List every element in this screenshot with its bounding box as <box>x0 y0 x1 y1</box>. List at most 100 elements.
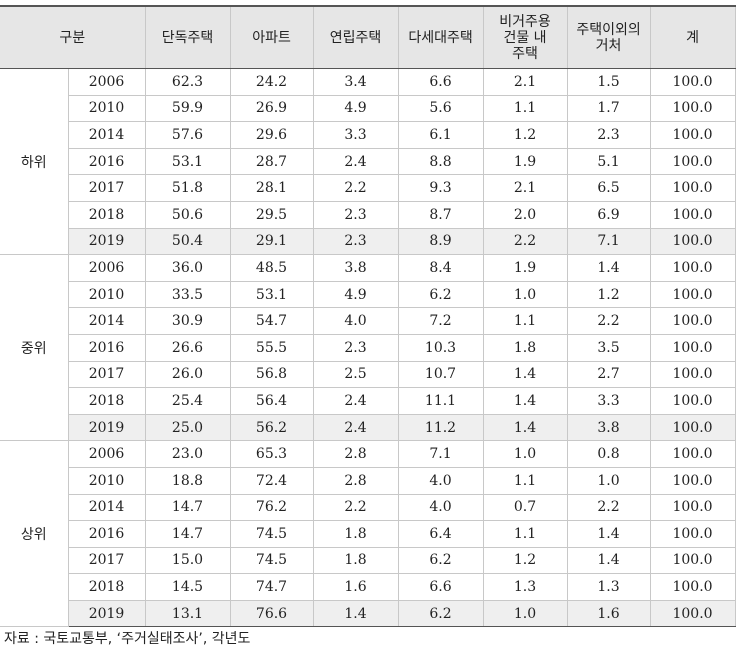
group-label: 하위 <box>0 67 69 256</box>
value-cell: 3.4 <box>312 68 399 96</box>
value-cell: 74.5 <box>229 546 314 575</box>
value-cell: 2.5 <box>312 360 399 389</box>
year-cell: 2019 <box>67 599 146 628</box>
year-cell: 2018 <box>67 387 146 415</box>
value-cell: 2.2 <box>482 227 568 256</box>
year-cell: 2010 <box>67 280 146 309</box>
value-cell: 6.2 <box>397 280 484 309</box>
value-cell: 100.0 <box>649 333 736 362</box>
year-cell: 2010 <box>67 466 146 495</box>
value-cell: 6.4 <box>397 520 484 548</box>
value-cell: 1.4 <box>482 387 568 415</box>
value-cell: 100.0 <box>649 254 736 282</box>
value-cell: 10.7 <box>397 360 484 389</box>
value-cell: 2.7 <box>566 360 651 389</box>
value-cell: 2.3 <box>312 333 399 362</box>
header-cell: 계 <box>649 5 736 69</box>
table-row: 2014 57.6 29.6 3.3 6.1 1.2 2.3 100.0 <box>0 121 736 149</box>
value-cell: 5.1 <box>566 147 651 176</box>
header-cell: 비거주용 건물 내 주택 <box>482 5 568 69</box>
value-cell: 100.0 <box>649 307 736 335</box>
value-cell: 2.2 <box>312 493 399 522</box>
value-cell: 8.9 <box>397 227 484 256</box>
year-cell: 2019 <box>67 413 146 442</box>
value-cell: 100.0 <box>649 174 736 202</box>
value-cell: 26.0 <box>144 360 231 389</box>
value-cell: 36.0 <box>144 254 231 282</box>
value-cell: 2.3 <box>566 121 651 149</box>
value-cell: 2.2 <box>566 307 651 335</box>
year-cell: 2014 <box>67 121 146 149</box>
value-cell: 100.0 <box>649 599 736 628</box>
year-cell: 2006 <box>67 440 146 468</box>
value-cell: 1.7 <box>566 94 651 123</box>
year-cell: 2018 <box>67 200 146 229</box>
value-cell: 26.9 <box>229 94 314 123</box>
value-cell: 56.2 <box>229 413 314 442</box>
value-cell: 4.9 <box>312 94 399 123</box>
header-cell: 아파트 <box>229 5 314 69</box>
value-cell: 25.4 <box>144 387 231 415</box>
value-cell: 100.0 <box>649 440 736 468</box>
year-cell: 2006 <box>67 68 146 96</box>
year-cell: 2017 <box>67 174 146 202</box>
value-cell: 2.4 <box>312 387 399 415</box>
value-cell: 100.0 <box>649 94 736 123</box>
value-cell: 3.3 <box>312 121 399 149</box>
table-row: 2016 14.7 74.5 1.8 6.4 1.1 1.4 100.0 <box>0 520 736 548</box>
value-cell: 53.1 <box>144 147 231 176</box>
value-cell: 7.1 <box>397 440 484 468</box>
value-cell: 50.4 <box>144 227 231 256</box>
value-cell: 1.2 <box>566 280 651 309</box>
value-cell: 2.4 <box>312 413 399 442</box>
value-cell: 3.3 <box>566 387 651 415</box>
table-row: 2010 18.8 72.4 2.8 4.0 1.1 1.0 100.0 <box>0 466 736 495</box>
header-cell: 구분 <box>0 5 146 69</box>
value-cell: 1.2 <box>482 546 568 575</box>
table-row: 하위 2006 62.3 24.2 3.4 6.6 2.1 1.5 100.0 <box>0 67 736 256</box>
table-row: 2019 13.1 76.6 1.4 6.2 1.0 1.6 100.0 <box>0 599 736 628</box>
value-cell: 1.5 <box>566 68 651 96</box>
value-cell: 1.3 <box>482 573 568 601</box>
value-cell: 1.0 <box>482 599 568 628</box>
value-cell: 2.0 <box>482 200 568 229</box>
value-cell: 6.1 <box>397 121 484 149</box>
group-label: 상위 <box>0 440 69 628</box>
value-cell: 2.8 <box>312 440 399 468</box>
value-cell: 2.4 <box>312 147 399 176</box>
value-cell: 57.6 <box>144 121 231 149</box>
value-cell: 8.8 <box>397 147 484 176</box>
value-cell: 14.7 <box>144 493 231 522</box>
header-line: 주택이외의 <box>576 21 641 38</box>
table-row: 2016 26.6 55.5 2.3 10.3 1.8 3.5 100.0 <box>0 333 736 362</box>
value-cell: 30.9 <box>144 307 231 335</box>
value-cell: 4.0 <box>312 307 399 335</box>
value-cell: 53.1 <box>229 280 314 309</box>
value-cell: 18.8 <box>144 466 231 495</box>
header-line: 건물 내 <box>503 29 547 46</box>
value-cell: 100.0 <box>649 546 736 575</box>
value-cell: 25.0 <box>144 413 231 442</box>
value-cell: 100.0 <box>649 466 736 495</box>
table-row: 2018 14.5 74.7 1.6 6.6 1.3 1.3 100.0 <box>0 573 736 601</box>
value-cell: 1.6 <box>566 599 651 628</box>
value-cell: 65.3 <box>229 440 314 468</box>
header-line: 거처 <box>595 37 622 54</box>
value-cell: 3.8 <box>566 413 651 442</box>
value-cell: 100.0 <box>649 387 736 415</box>
table-body: 하위 2006 62.3 24.2 3.4 6.6 2.1 1.5 100.0 2010 59.9 2… <box>0 67 736 628</box>
value-cell: 2.2 <box>312 174 399 202</box>
value-cell: 1.2 <box>482 121 568 149</box>
value-cell: 8.4 <box>397 254 484 282</box>
value-cell: 6.6 <box>397 573 484 601</box>
table-row: 2014 30.9 54.7 4.0 7.2 1.1 2.2 100.0 <box>0 307 736 335</box>
table-row: 2014 14.7 76.2 2.2 4.0 0.7 2.2 100.0 <box>0 493 736 522</box>
value-cell: 15.0 <box>144 546 231 575</box>
value-cell: 1.0 <box>482 280 568 309</box>
value-cell: 1.1 <box>482 94 568 123</box>
value-cell: 1.4 <box>312 599 399 628</box>
value-cell: 76.6 <box>229 599 314 628</box>
table-row: 상위 2006 23.0 65.3 2.8 7.1 1.0 0.8 100.0 <box>0 440 736 628</box>
value-cell: 4.9 <box>312 280 399 309</box>
